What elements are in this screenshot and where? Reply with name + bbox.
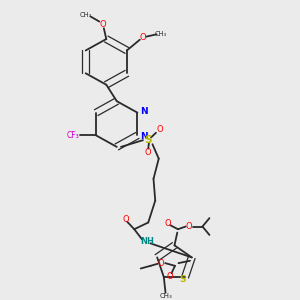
Text: O: O [186, 222, 193, 231]
Text: O: O [164, 219, 171, 228]
Text: O: O [156, 125, 163, 134]
Text: O: O [158, 259, 164, 268]
Text: CF₃: CF₃ [66, 131, 79, 140]
Text: O: O [122, 214, 129, 224]
Text: N: N [141, 132, 148, 141]
Text: O: O [144, 148, 151, 158]
Text: O: O [167, 272, 173, 281]
Text: CH₃: CH₃ [80, 12, 92, 18]
Text: S: S [145, 135, 152, 145]
Text: N: N [141, 107, 148, 116]
Text: O: O [139, 33, 146, 42]
Text: S: S [179, 275, 186, 284]
Text: CH₃: CH₃ [155, 31, 167, 37]
Text: O: O [100, 20, 106, 29]
Text: CH₃: CH₃ [159, 293, 172, 299]
Text: NH: NH [141, 238, 154, 247]
